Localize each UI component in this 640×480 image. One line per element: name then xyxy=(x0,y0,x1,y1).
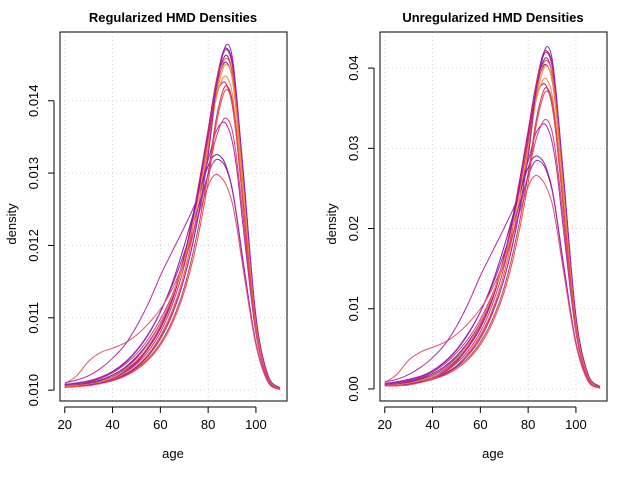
density-curve xyxy=(384,123,601,389)
x-tick-label: 80 xyxy=(521,417,535,432)
density-curve xyxy=(384,155,601,389)
regularized-density-panel: Regularized HMD Densities age density 20… xyxy=(4,10,288,461)
x-tick-label: 60 xyxy=(153,417,167,432)
x-axis-label: age xyxy=(162,446,184,461)
x-tick-label: 20 xyxy=(378,417,392,432)
x-tick-label: 20 xyxy=(58,417,72,432)
density-curve xyxy=(384,174,601,389)
density-curve xyxy=(384,50,601,387)
y-tick-label: 0.014 xyxy=(26,84,41,117)
density-curve xyxy=(384,77,601,388)
y-tick-label: 0.010 xyxy=(26,374,41,407)
x-tick-label: 40 xyxy=(105,417,119,432)
y-tick-label: 0.02 xyxy=(346,216,361,241)
density-curve xyxy=(384,118,601,389)
x-tick-label: 40 xyxy=(425,417,439,432)
density-curve xyxy=(64,89,281,390)
density-curve xyxy=(64,117,281,390)
density-curve xyxy=(64,43,281,389)
density-curve xyxy=(64,173,281,390)
density-curve xyxy=(64,121,281,390)
y-tick-label: 0.012 xyxy=(26,229,41,262)
y-tick-label: 0.011 xyxy=(26,302,41,334)
x-axis-label: age xyxy=(482,446,504,461)
y-tick-label: 0.00 xyxy=(346,376,361,401)
plot-frame xyxy=(379,31,608,402)
y-tick-label: 0.013 xyxy=(26,157,41,190)
x-tick-label: 80 xyxy=(201,417,215,432)
density-curve xyxy=(384,45,601,387)
x-tick-label: 100 xyxy=(565,417,587,432)
unregularized-density-panel: Unregularized HMD Densities age density … xyxy=(324,10,608,461)
plot-frame xyxy=(59,31,288,402)
density-curve xyxy=(64,75,281,390)
y-axis-label: density xyxy=(4,203,19,245)
y-tick-label: 0.01 xyxy=(346,296,361,321)
density-curve xyxy=(384,90,601,388)
x-tick-label: 100 xyxy=(245,417,267,432)
x-tick-label: 60 xyxy=(473,417,487,432)
y-tick-label: 0.03 xyxy=(346,136,361,161)
y-axis-label: density xyxy=(324,203,339,245)
chart-title: Unregularized HMD Densities xyxy=(402,10,583,25)
y-tick-label: 0.04 xyxy=(346,55,361,80)
chart-title: Regularized HMD Densities xyxy=(89,10,257,25)
